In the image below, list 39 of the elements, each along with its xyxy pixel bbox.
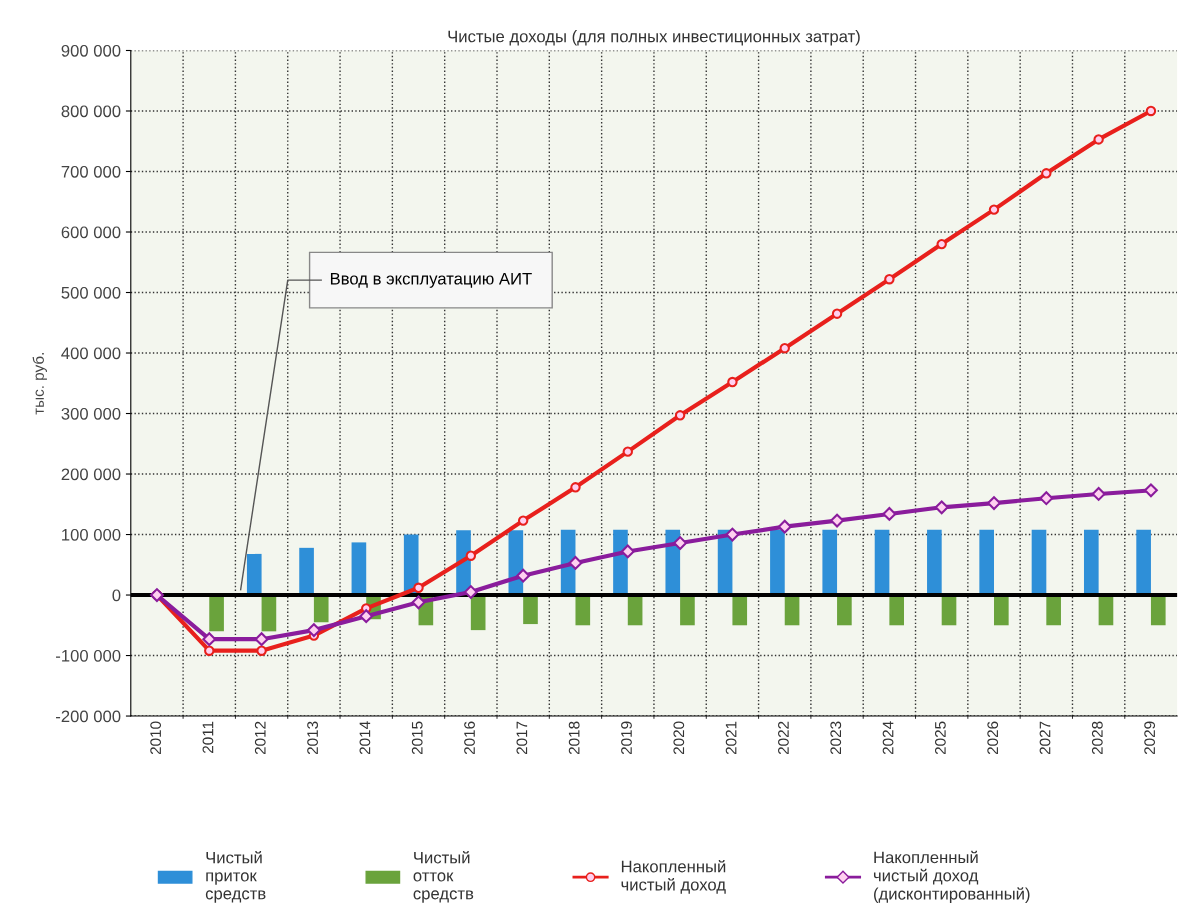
x-tick-label: 2014 <box>359 721 371 755</box>
x-tick-label: 2027 <box>1039 721 1051 755</box>
x-tick-label: 2023 <box>830 721 842 755</box>
legend-label: Накопленный чистый доход (дисконтированный) <box>873 850 1030 903</box>
y-tick-label: 800 000 <box>61 105 121 118</box>
x-tick-label: 2015 <box>411 721 423 755</box>
x-tick-label: 2028 <box>1091 721 1103 755</box>
x-tick-label: 2026 <box>987 721 999 755</box>
legend-label: Накопленный чистый доход <box>621 859 726 894</box>
y-tick-label: 700 000 <box>61 165 121 178</box>
x-tick-label: 2020 <box>673 721 685 755</box>
y-axis-title: тыс. руб. <box>32 353 47 415</box>
y-tick-label: 0 <box>112 589 121 602</box>
x-tick-label: 2022 <box>778 721 789 755</box>
x-tick-label: 2011 <box>202 721 214 753</box>
x-tick-label: 2016 <box>464 721 475 755</box>
x-tick-label: 2013 <box>307 721 318 755</box>
x-tick-label: 2029 <box>1144 721 1156 755</box>
y-tick-label: 500 000 <box>61 286 121 299</box>
chart-title: Чистые доходы (для полных инвестиционных затрат) <box>448 30 860 46</box>
legend-label: Чистый отток средств <box>413 851 474 903</box>
y-tick-label: 300 000 <box>61 407 121 420</box>
annotation: Ввод в эксплуатацию АИТ <box>330 272 532 288</box>
y-tick-label: -200 000 <box>56 710 121 723</box>
x-tick-label: 2010 <box>150 721 162 755</box>
legend-label: Чистый приток средств <box>205 851 266 903</box>
x-tick-label: 2021 <box>725 721 737 755</box>
y-tick-label: 600 000 <box>61 226 121 239</box>
x-tick-label: 2019 <box>621 721 632 755</box>
y-tick-label: 200 000 <box>61 468 121 481</box>
y-tick-label: 900 000 <box>61 44 121 57</box>
x-tick-label: 2012 <box>254 721 266 755</box>
y-tick-label: -100 000 <box>56 649 121 662</box>
y-tick-label: 400 000 <box>61 347 121 360</box>
y-tick-label: 100 000 <box>62 528 121 541</box>
x-tick-label: 2025 <box>934 721 946 755</box>
x-tick-label: 2018 <box>568 721 580 755</box>
x-tick-label: 2017 <box>516 721 528 755</box>
x-tick-label: 2024 <box>882 721 894 755</box>
